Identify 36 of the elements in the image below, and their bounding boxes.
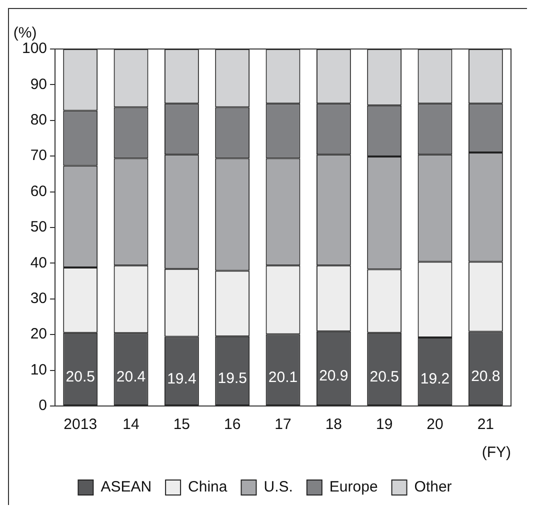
- y-tick-label: 60: [30, 182, 48, 200]
- x-tick-label: 21: [477, 416, 494, 434]
- y-tick-label: 50: [30, 218, 48, 236]
- legend-label: U.S.: [264, 478, 293, 496]
- legend-label: ASEAN: [100, 478, 152, 496]
- legend-label: China: [188, 478, 228, 496]
- x-tick-label: 19: [376, 416, 393, 434]
- data-label: 20.5: [370, 368, 399, 386]
- data-label: 20.8: [471, 368, 500, 385]
- y-tick-label: 0: [38, 397, 48, 414]
- x-tick-label: 16: [224, 416, 241, 434]
- x-tick-label: 14: [122, 416, 140, 434]
- y-tick-label: 70: [30, 147, 48, 164]
- y-tick-label: 30: [30, 290, 48, 308]
- x-tick-label: 2013: [64, 416, 98, 434]
- y-tick-label: 80: [30, 112, 48, 129]
- data-label: 20.1: [268, 369, 298, 386]
- y-tick-label: 100: [22, 40, 48, 58]
- x-tick-label: 17: [274, 416, 292, 434]
- data-label: 20.5: [66, 368, 95, 386]
- x-axis-title: (FY): [482, 444, 511, 462]
- y-tick-label: 40: [30, 254, 48, 272]
- x-tick-label: 15: [173, 416, 190, 434]
- legend-label: Other: [414, 478, 452, 496]
- y-tick-label: 20: [30, 326, 48, 343]
- data-label: 19.4: [167, 370, 196, 388]
- y-tick-label: 90: [30, 76, 48, 93]
- data-label: 19.2: [420, 370, 450, 388]
- y-tick-label: 10: [30, 361, 48, 378]
- data-label: 20.9: [319, 368, 348, 385]
- data-label: 20.4: [116, 368, 146, 386]
- legend-label: Europe: [329, 478, 378, 496]
- y-axis-title: (%): [13, 24, 37, 42]
- data-label: 19.5: [218, 370, 247, 388]
- x-tick-label: 20: [426, 416, 444, 434]
- x-tick-label: 18: [325, 416, 342, 434]
